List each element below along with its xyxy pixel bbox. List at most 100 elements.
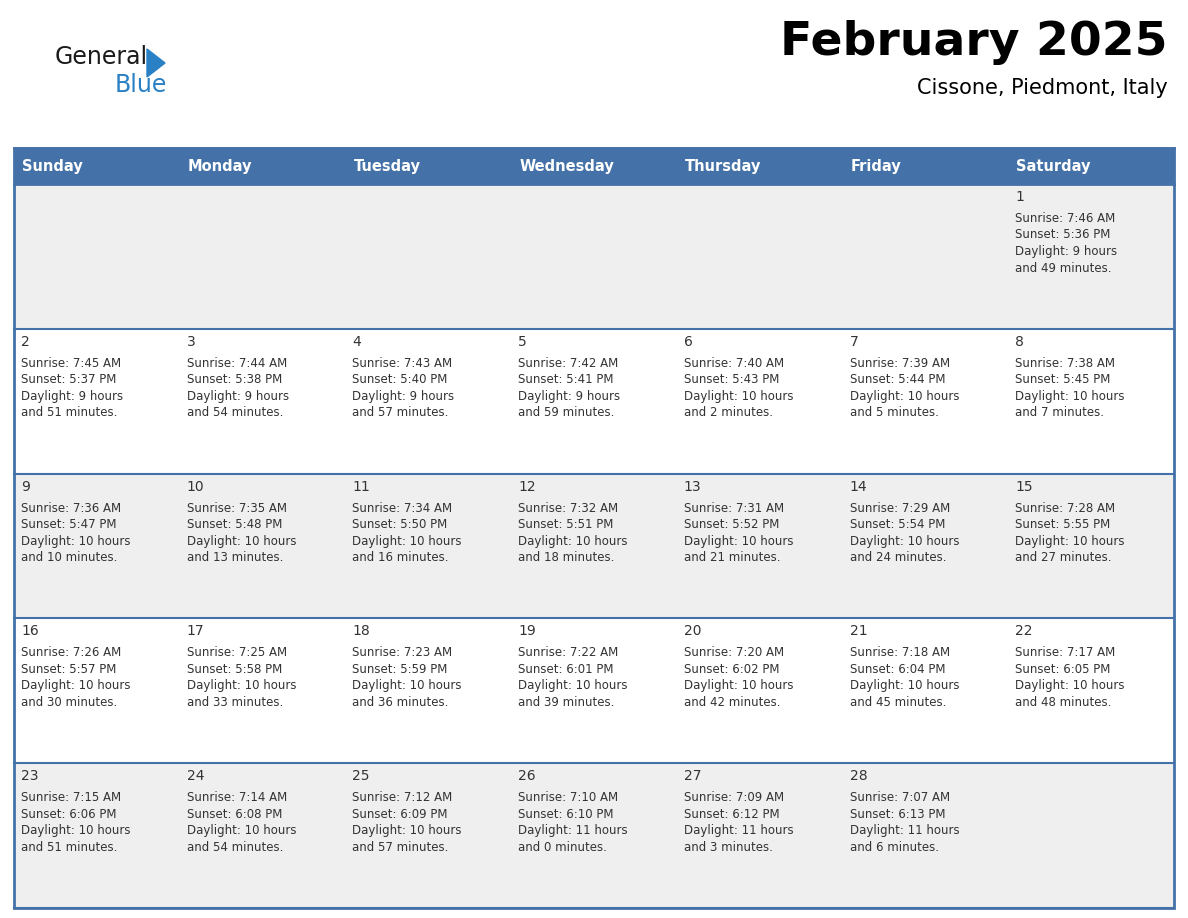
Text: Sunrise: 7:45 AM: Sunrise: 7:45 AM [21, 357, 121, 370]
Bar [346, 329, 511, 474]
Text: Sunset: 5:45 PM: Sunset: 5:45 PM [1016, 374, 1111, 386]
Text: Daylight: 10 hours: Daylight: 10 hours [353, 824, 462, 837]
Text: and 24 minutes.: and 24 minutes. [849, 551, 946, 564]
Text: 15: 15 [1016, 479, 1032, 494]
Bar [346, 619, 511, 763]
Bar [346, 763, 511, 908]
Text: 20: 20 [684, 624, 701, 638]
Text: and 6 minutes.: and 6 minutes. [849, 841, 939, 854]
Text: Sunset: 5:52 PM: Sunset: 5:52 PM [684, 518, 779, 532]
Text: 27: 27 [684, 769, 701, 783]
Text: 3: 3 [187, 335, 196, 349]
Bar [1009, 329, 1174, 474]
Text: Sunrise: 7:40 AM: Sunrise: 7:40 AM [684, 357, 784, 370]
Bar [14, 148, 1174, 908]
Text: Sunset: 6:05 PM: Sunset: 6:05 PM [1016, 663, 1111, 676]
Text: Sunset: 6:09 PM: Sunset: 6:09 PM [353, 808, 448, 821]
Text: Thursday: Thursday [684, 159, 762, 174]
Text: Sunrise: 7:34 AM: Sunrise: 7:34 AM [353, 501, 453, 515]
Text: and 0 minutes.: and 0 minutes. [518, 841, 607, 854]
Bar [1009, 148, 1174, 184]
Text: Sunset: 6:02 PM: Sunset: 6:02 PM [684, 663, 779, 676]
Text: Daylight: 10 hours: Daylight: 10 hours [187, 679, 296, 692]
Text: Sunset: 5:48 PM: Sunset: 5:48 PM [187, 518, 282, 532]
Bar [14, 619, 179, 763]
Bar [511, 329, 677, 474]
Text: Daylight: 10 hours: Daylight: 10 hours [1016, 390, 1125, 403]
Text: and 3 minutes.: and 3 minutes. [684, 841, 772, 854]
Text: Sunset: 6:13 PM: Sunset: 6:13 PM [849, 808, 946, 821]
Bar [677, 474, 842, 619]
Bar [842, 329, 1009, 474]
Text: Blue: Blue [115, 73, 168, 97]
Bar [14, 474, 179, 619]
Bar [677, 329, 842, 474]
Text: 4: 4 [353, 335, 361, 349]
Bar [1009, 184, 1174, 329]
Text: Sunrise: 7:43 AM: Sunrise: 7:43 AM [353, 357, 453, 370]
Text: Sunset: 5:41 PM: Sunset: 5:41 PM [518, 374, 614, 386]
Text: and 51 minutes.: and 51 minutes. [21, 407, 118, 420]
Text: 6: 6 [684, 335, 693, 349]
Bar [346, 148, 511, 184]
Text: Daylight: 11 hours: Daylight: 11 hours [518, 824, 627, 837]
Text: and 16 minutes.: and 16 minutes. [353, 551, 449, 564]
Bar [842, 619, 1009, 763]
Text: Sunrise: 7:22 AM: Sunrise: 7:22 AM [518, 646, 619, 659]
Bar [179, 184, 346, 329]
Text: Sunset: 5:51 PM: Sunset: 5:51 PM [518, 518, 613, 532]
Bar [14, 329, 179, 474]
Text: and 13 minutes.: and 13 minutes. [187, 551, 283, 564]
Bar [842, 763, 1009, 908]
Text: Sunset: 5:43 PM: Sunset: 5:43 PM [684, 374, 779, 386]
Text: Sunrise: 7:20 AM: Sunrise: 7:20 AM [684, 646, 784, 659]
Text: Sunset: 6:10 PM: Sunset: 6:10 PM [518, 808, 614, 821]
Text: Sunrise: 7:07 AM: Sunrise: 7:07 AM [849, 791, 949, 804]
Text: February 2025: February 2025 [781, 20, 1168, 65]
Bar [511, 763, 677, 908]
Text: Sunrise: 7:44 AM: Sunrise: 7:44 AM [187, 357, 287, 370]
Text: and 21 minutes.: and 21 minutes. [684, 551, 781, 564]
Text: Sunrise: 7:35 AM: Sunrise: 7:35 AM [187, 501, 286, 515]
Text: Daylight: 10 hours: Daylight: 10 hours [684, 534, 794, 548]
Text: Sunset: 5:57 PM: Sunset: 5:57 PM [21, 663, 116, 676]
Text: 11: 11 [353, 479, 371, 494]
Text: Daylight: 10 hours: Daylight: 10 hours [684, 679, 794, 692]
Text: Monday: Monday [188, 159, 252, 174]
Text: Daylight: 10 hours: Daylight: 10 hours [849, 679, 959, 692]
Bar [842, 148, 1009, 184]
Bar [179, 474, 346, 619]
Text: and 33 minutes.: and 33 minutes. [187, 696, 283, 709]
Text: Sunset: 5:50 PM: Sunset: 5:50 PM [353, 518, 448, 532]
Bar [677, 148, 842, 184]
Text: and 36 minutes.: and 36 minutes. [353, 696, 449, 709]
Text: Friday: Friday [851, 159, 902, 174]
Text: Sunrise: 7:18 AM: Sunrise: 7:18 AM [849, 646, 949, 659]
Text: Sunday: Sunday [23, 159, 83, 174]
Text: and 54 minutes.: and 54 minutes. [187, 841, 283, 854]
Text: Sunrise: 7:32 AM: Sunrise: 7:32 AM [518, 501, 618, 515]
Text: Sunset: 6:08 PM: Sunset: 6:08 PM [187, 808, 282, 821]
Text: 28: 28 [849, 769, 867, 783]
Text: Sunrise: 7:42 AM: Sunrise: 7:42 AM [518, 357, 619, 370]
Bar [511, 184, 677, 329]
Text: Daylight: 10 hours: Daylight: 10 hours [1016, 534, 1125, 548]
Text: Daylight: 10 hours: Daylight: 10 hours [518, 534, 627, 548]
Text: Sunrise: 7:25 AM: Sunrise: 7:25 AM [187, 646, 286, 659]
Text: Daylight: 10 hours: Daylight: 10 hours [684, 390, 794, 403]
Text: 2: 2 [21, 335, 30, 349]
Text: Daylight: 9 hours: Daylight: 9 hours [1016, 245, 1118, 258]
Bar [677, 184, 842, 329]
Text: Sunrise: 7:09 AM: Sunrise: 7:09 AM [684, 791, 784, 804]
Text: Sunset: 5:55 PM: Sunset: 5:55 PM [1016, 518, 1111, 532]
Bar [842, 184, 1009, 329]
Text: Wednesday: Wednesday [519, 159, 614, 174]
Text: Tuesday: Tuesday [353, 159, 421, 174]
Text: Sunrise: 7:39 AM: Sunrise: 7:39 AM [849, 357, 949, 370]
Text: Sunrise: 7:17 AM: Sunrise: 7:17 AM [1016, 646, 1116, 659]
Text: Sunrise: 7:10 AM: Sunrise: 7:10 AM [518, 791, 618, 804]
Text: and 2 minutes.: and 2 minutes. [684, 407, 773, 420]
Text: Sunrise: 7:38 AM: Sunrise: 7:38 AM [1016, 357, 1116, 370]
Bar [511, 474, 677, 619]
Text: 25: 25 [353, 769, 369, 783]
